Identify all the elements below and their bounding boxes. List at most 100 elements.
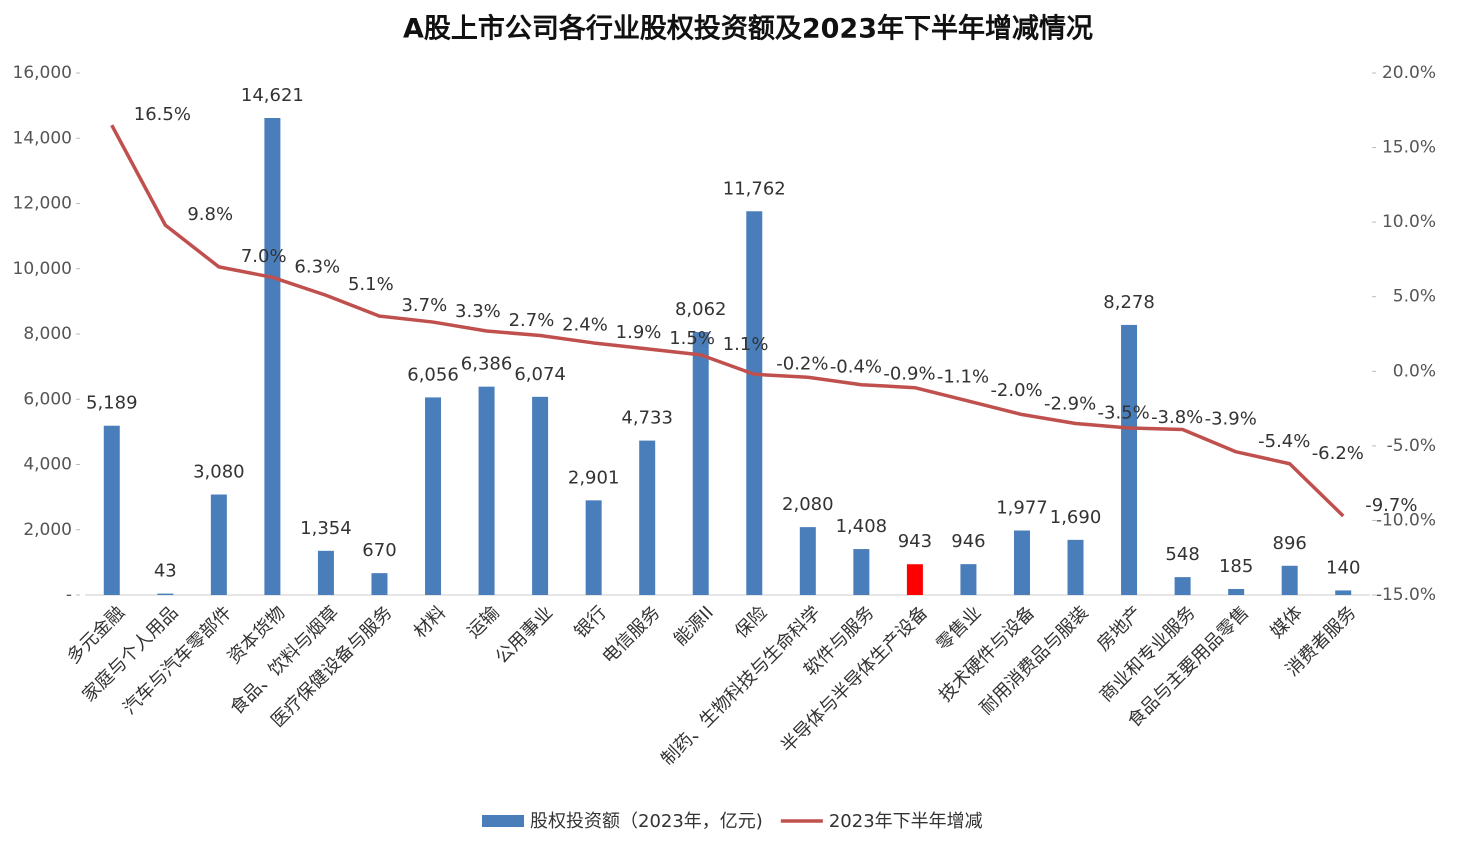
y-tick-label: 8,000 bbox=[23, 324, 72, 344]
line-value-label: 3.7% bbox=[401, 295, 447, 316]
y2-tick-label: 20.0% bbox=[1382, 63, 1436, 83]
x-tick-label: 能源II bbox=[670, 602, 718, 650]
bar bbox=[210, 494, 227, 595]
x-tick-label: 公用事业 bbox=[491, 602, 557, 668]
bar bbox=[960, 564, 977, 595]
y-tick-label: 2,000 bbox=[23, 520, 72, 540]
y2-tick-label: 15.0% bbox=[1382, 138, 1436, 158]
legend-label: 股权投资额（2023年，亿元) bbox=[530, 811, 763, 832]
y-tick-label: - bbox=[66, 585, 72, 605]
bar bbox=[746, 211, 763, 595]
bar-value-label: 6,386 bbox=[461, 354, 513, 375]
line-value-label: -5.4% bbox=[1258, 431, 1310, 452]
y2-tick-label: -5.0% bbox=[1387, 436, 1436, 456]
bar-value-label: 2,080 bbox=[782, 494, 834, 515]
y-tick-label: 14,000 bbox=[13, 128, 72, 148]
line-value-label: -0.4% bbox=[830, 356, 882, 377]
x-tick-label: 银行 bbox=[570, 602, 610, 642]
x-tick-label: 家庭与个人用品 bbox=[78, 602, 182, 706]
bar-value-label: 6,074 bbox=[514, 364, 566, 385]
bar bbox=[799, 527, 816, 595]
bar bbox=[157, 593, 174, 595]
bar bbox=[1067, 539, 1084, 595]
line-value-label: -3.8% bbox=[1151, 407, 1203, 428]
y-tick-label: 6,000 bbox=[23, 389, 72, 409]
bar-value-label: 140 bbox=[1326, 557, 1360, 578]
bar bbox=[1174, 577, 1191, 595]
x-tick-label: 运输 bbox=[463, 602, 503, 642]
line-value-label: -2.0% bbox=[990, 380, 1042, 401]
bar-value-label: 1,354 bbox=[300, 518, 352, 539]
line-value-label: 3.3% bbox=[455, 301, 501, 322]
bar bbox=[103, 425, 120, 595]
line-value-label: 9.8% bbox=[187, 204, 233, 225]
x-tick-label: 材料 bbox=[410, 602, 450, 642]
bar-value-label: 5,189 bbox=[86, 393, 138, 414]
x-tick-label: 零售业 bbox=[932, 602, 985, 655]
bar bbox=[906, 564, 923, 595]
bar bbox=[1013, 530, 1030, 595]
line-value-label: 2.7% bbox=[509, 310, 555, 331]
bar bbox=[639, 440, 656, 595]
x-tick-label: 商业和专业服务 bbox=[1096, 602, 1200, 706]
bar-value-label: 14,621 bbox=[241, 85, 304, 106]
bar-value-label: 1,977 bbox=[996, 498, 1048, 519]
bar bbox=[853, 549, 870, 595]
bar bbox=[1335, 590, 1352, 595]
bar-value-label: 943 bbox=[898, 531, 932, 552]
bar-value-label: 1,690 bbox=[1050, 507, 1102, 528]
bar bbox=[1121, 324, 1138, 595]
bar-value-label: 2,901 bbox=[568, 467, 620, 488]
bar-value-label: 3,080 bbox=[193, 462, 245, 483]
y2-tick-label: 10.0% bbox=[1382, 212, 1436, 232]
x-tick-label: 保险 bbox=[731, 602, 771, 642]
line-value-label: -0.2% bbox=[776, 353, 828, 374]
y2-tick-label: -15.0% bbox=[1376, 585, 1436, 605]
line-value-label: -0.9% bbox=[883, 364, 935, 385]
bar-value-label: 4,733 bbox=[621, 408, 673, 429]
bar bbox=[264, 117, 281, 596]
line-value-label: -6.2% bbox=[1312, 443, 1364, 464]
bar-value-label: 1,408 bbox=[836, 516, 888, 537]
bar-value-label: 670 bbox=[362, 540, 396, 561]
bar bbox=[478, 386, 495, 595]
bar bbox=[1281, 565, 1298, 595]
x-tick-label: 媒体 bbox=[1266, 602, 1306, 642]
bar bbox=[425, 397, 442, 595]
bar-value-label: 8,062 bbox=[675, 299, 727, 320]
y-tick-label: 10,000 bbox=[13, 259, 72, 279]
bar bbox=[317, 550, 334, 595]
y2-tick-label: 5.0% bbox=[1393, 287, 1436, 307]
y-tick-label: 4,000 bbox=[23, 455, 72, 475]
y-tick-label: 12,000 bbox=[13, 194, 72, 214]
line-value-label: 5.1% bbox=[348, 274, 394, 295]
legend-label: 2023年下半年增减 bbox=[829, 811, 983, 832]
line-value-label: 16.5% bbox=[134, 104, 191, 125]
line-value-label: 1.9% bbox=[616, 322, 662, 343]
bar bbox=[692, 331, 709, 595]
bar-value-label: 43 bbox=[154, 561, 177, 582]
legend-swatch bbox=[482, 815, 524, 827]
line-value-label: -9.7% bbox=[1365, 495, 1417, 516]
line-value-label: 7.0% bbox=[241, 246, 287, 267]
y2-tick-label: -10.0% bbox=[1376, 510, 1436, 530]
bar-value-label: 8,278 bbox=[1103, 292, 1155, 313]
line-value-label: 1.1% bbox=[723, 334, 769, 355]
line-value-label: 6.3% bbox=[294, 256, 340, 277]
line-value-label: 2.4% bbox=[562, 314, 608, 335]
x-tick-label: 技术硬件与设备 bbox=[935, 602, 1039, 706]
line-value-label: -1.1% bbox=[937, 367, 989, 388]
bar bbox=[532, 396, 549, 595]
bar bbox=[1228, 588, 1245, 595]
line bbox=[110, 124, 1345, 518]
y-tick-label: 16,000 bbox=[13, 63, 72, 83]
chart-title: A股上市公司各行业股权投资额及2023年下半年增减情况 bbox=[403, 13, 1093, 45]
bar-value-label: 946 bbox=[951, 531, 985, 552]
line-value-label: -3.5% bbox=[1098, 402, 1150, 423]
line-value-label: 1.5% bbox=[669, 328, 715, 349]
bar-value-label: 6,056 bbox=[407, 364, 459, 385]
bar-value-label: 11,762 bbox=[723, 178, 786, 199]
bar bbox=[585, 500, 602, 595]
